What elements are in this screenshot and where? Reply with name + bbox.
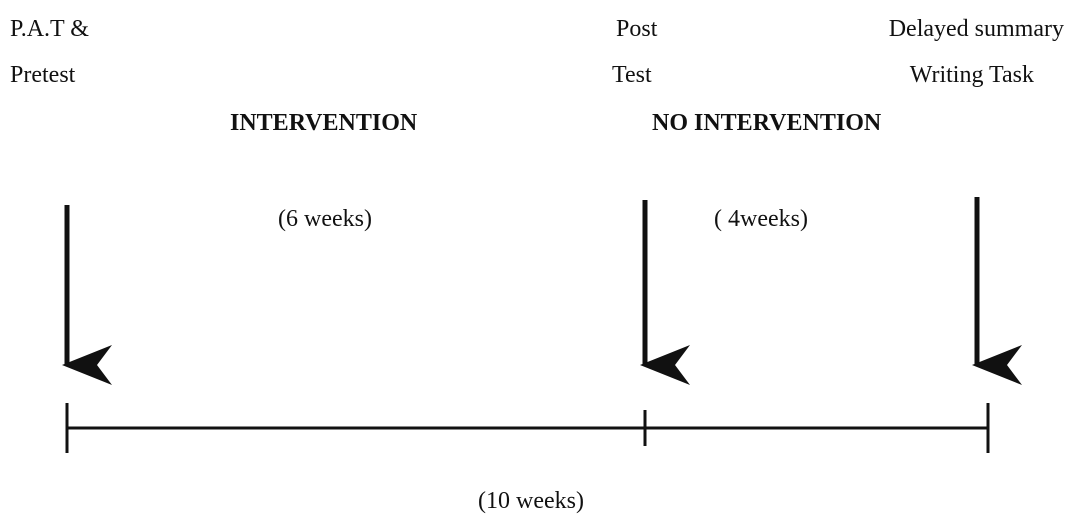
phase-title: NO INTERVENTION [652, 110, 882, 136]
phase-duration: (6 weeks) [278, 206, 372, 232]
phase-duration: ( 4weeks) [714, 206, 808, 232]
phase-title: INTERVENTION [230, 110, 418, 136]
milestone-label: Post [616, 16, 658, 42]
milestone-label: Test [612, 62, 652, 88]
milestone-label: Delayed summary [889, 16, 1064, 42]
milestone-label: Writing Task [910, 62, 1034, 88]
milestone-label: Pretest [10, 62, 76, 88]
total-duration: (10 weeks) [478, 488, 584, 514]
milestone-label: P.A.T & [10, 16, 89, 42]
